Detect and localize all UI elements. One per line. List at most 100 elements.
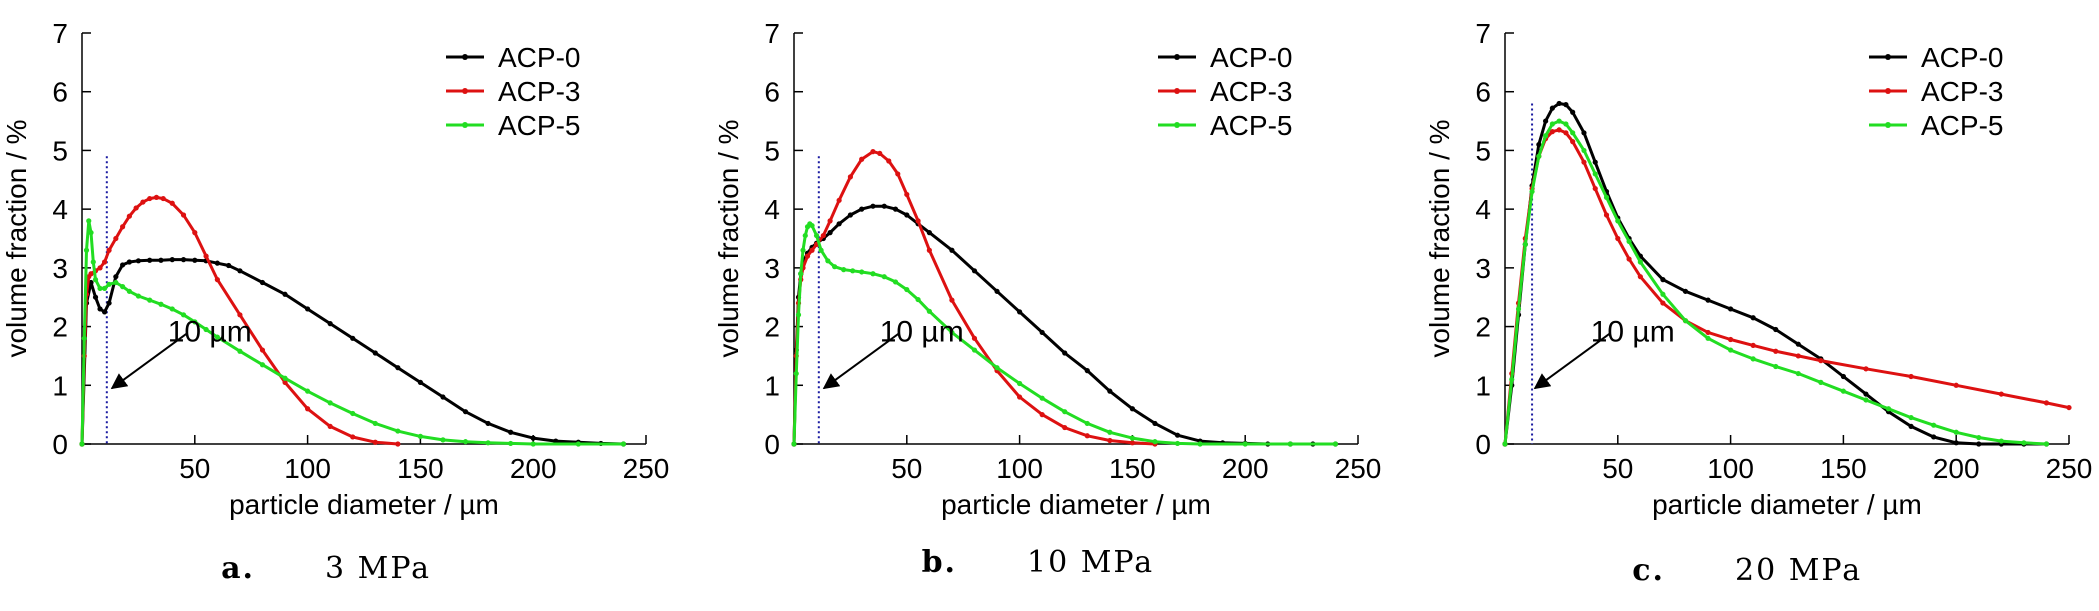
data-point	[1637, 259, 1643, 265]
x-tick-label: 100	[284, 453, 331, 484]
data-point	[820, 232, 826, 239]
data-point	[620, 441, 627, 447]
y-tick-label: 0	[764, 429, 780, 460]
data-point	[870, 203, 876, 209]
data-point	[1615, 218, 1621, 224]
data-point	[259, 279, 266, 286]
data-point	[1660, 291, 1666, 297]
data-point	[1039, 395, 1045, 401]
data-point	[994, 365, 1000, 371]
data-point	[372, 350, 378, 356]
data-point	[1863, 366, 1869, 372]
data-point	[971, 347, 978, 353]
data-point	[1818, 358, 1824, 364]
caption-letter: b.	[922, 545, 957, 580]
x-tick-label: 250	[1335, 453, 1382, 484]
data-point	[192, 319, 198, 325]
data-point	[1017, 380, 1023, 387]
x-tick-label: 50	[891, 453, 922, 484]
data-point	[1976, 441, 1982, 447]
data-point	[1287, 441, 1293, 447]
y-tick-label: 4	[52, 194, 68, 225]
x-axis-title: particle diameter / µm	[941, 489, 1211, 520]
data-point	[827, 230, 833, 236]
y-tick-label: 7	[52, 18, 68, 49]
y-axis-title: volume fraction / %	[1, 119, 32, 357]
data-point	[158, 301, 164, 307]
data-point	[350, 434, 356, 440]
data-point	[1062, 424, 1068, 431]
data-point	[1543, 133, 1549, 139]
data-point	[813, 232, 820, 239]
data-point	[120, 284, 126, 290]
data-point	[859, 206, 865, 212]
data-point	[180, 212, 187, 218]
x-axis-title: particle diameter / µm	[1652, 489, 1922, 520]
data-point	[1084, 368, 1090, 374]
data-point	[1570, 139, 1576, 145]
data-point	[1529, 188, 1535, 195]
data-point	[1017, 394, 1023, 400]
data-point	[904, 286, 910, 293]
data-point	[126, 259, 132, 265]
data-point	[92, 294, 99, 300]
data-point	[327, 423, 333, 429]
data-point	[88, 279, 94, 286]
data-point	[1563, 130, 1569, 136]
data-point	[1556, 127, 1562, 133]
data-point	[971, 268, 978, 274]
data-point	[1549, 121, 1555, 127]
y-tick-label: 2	[52, 312, 68, 343]
data-point	[97, 265, 103, 271]
x-tick-label: 200	[510, 453, 557, 484]
data-point	[135, 293, 141, 299]
data-point	[90, 259, 96, 265]
y-tick-label: 1	[52, 370, 68, 401]
x-axis-title: particle diameter / µm	[229, 489, 499, 520]
data-point	[1581, 159, 1587, 165]
data-point	[949, 247, 955, 253]
data-point	[259, 347, 266, 353]
data-point	[1515, 306, 1522, 312]
data-point	[1705, 335, 1711, 341]
data-point	[949, 329, 955, 336]
data-point	[870, 149, 876, 155]
y-axis-title: volume fraction / %	[1424, 119, 1455, 357]
data-point	[169, 306, 175, 312]
y-tick-label: 6	[1475, 77, 1491, 108]
data-point	[1174, 440, 1181, 447]
legend-label: ACP-0	[1921, 42, 2003, 73]
data-point	[1998, 438, 2004, 444]
x-tick-label: 100	[996, 453, 1043, 484]
data-point	[1062, 350, 1068, 356]
x-tick-label: 150	[1109, 453, 1156, 484]
data-point	[575, 441, 581, 447]
chart-panel-2: 0 1 2 3 4 5 6 7 50 100 150 200 250 particle diameter …	[713, 18, 1381, 580]
data-point	[1931, 422, 1937, 428]
data-point	[1039, 412, 1045, 418]
data-point	[153, 194, 160, 200]
caption-letter: c.	[1632, 553, 1665, 588]
data-point	[97, 306, 103, 312]
data-point	[126, 213, 132, 219]
data-point	[135, 258, 141, 264]
legend-label: ACP-3	[498, 76, 580, 107]
data-point	[1543, 118, 1549, 124]
data-point	[804, 253, 811, 259]
data-point	[971, 335, 978, 341]
data-point	[180, 257, 187, 263]
legend-label: ACP-5	[498, 110, 580, 141]
legend-swatch-marker	[462, 88, 468, 94]
y-tick-label: 6	[52, 77, 68, 108]
data-point	[825, 258, 831, 264]
data-point	[2021, 440, 2027, 446]
data-point	[106, 300, 112, 306]
data-point	[795, 312, 802, 318]
data-point	[180, 312, 187, 318]
data-point	[1581, 147, 1587, 154]
data-point	[462, 409, 469, 415]
data-point	[203, 253, 209, 259]
data-point	[832, 264, 838, 270]
data-point	[1728, 306, 1734, 312]
y-tick-label: 5	[1475, 135, 1491, 166]
